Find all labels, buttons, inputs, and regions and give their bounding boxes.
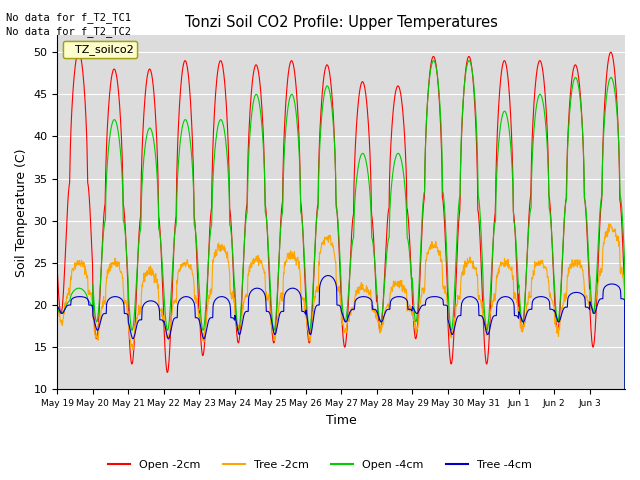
Open -2cm (607, 49, 615, 55)
Title: Tonzi Soil CO2 Profile: Upper Temperatures: Tonzi Soil CO2 Profile: Upper Temperatur… (185, 15, 498, 30)
Tree -2cm (475, 297, 483, 302)
Open -4cm (316, 148, 323, 154)
Open -4cm (476, 200, 483, 206)
Tree -4cm (327, 273, 335, 279)
Tree -4cm (476, 312, 483, 318)
Tree -4cm (142, 300, 150, 305)
Tree -2cm (142, 273, 150, 279)
Tree -4cm (559, 309, 566, 314)
Open -4cm (142, 136, 150, 142)
Line: Tree -2cm: Tree -2cm (58, 224, 625, 478)
Line: Tree -4cm: Tree -4cm (58, 276, 625, 474)
Legend: TZ_soilco2: TZ_soilco2 (63, 41, 137, 59)
Tree -4cm (324, 273, 332, 278)
Open -4cm (465, 58, 473, 63)
Open -4cm (614, 125, 622, 131)
Tree -2cm (605, 221, 612, 227)
Open -2cm (558, 264, 566, 269)
X-axis label: Time: Time (326, 414, 356, 427)
Open -4cm (559, 252, 566, 257)
Tree -4cm (316, 285, 323, 291)
Tree -4cm (54, 303, 61, 309)
Tree -2cm (558, 306, 566, 312)
Legend: Open -2cm, Tree -2cm, Open -4cm, Tree -4cm: Open -2cm, Tree -2cm, Open -4cm, Tree -4… (104, 456, 536, 474)
Text: No data for f_T2_TC1: No data for f_T2_TC1 (6, 12, 131, 23)
Open -2cm (621, 471, 629, 477)
Open -4cm (621, 471, 629, 477)
Open -2cm (142, 82, 150, 88)
Text: No data for f_T2_TC2: No data for f_T2_TC2 (6, 26, 131, 37)
Tree -2cm (54, 300, 61, 306)
Line: Open -4cm: Open -4cm (58, 60, 625, 474)
Open -4cm (54, 306, 61, 312)
Tree -2cm (621, 475, 629, 480)
Line: Open -2cm: Open -2cm (58, 52, 625, 474)
Open -2cm (614, 121, 622, 127)
Y-axis label: Soil Temperature (C): Soil Temperature (C) (15, 148, 28, 276)
Open -2cm (475, 216, 483, 222)
Open -2cm (316, 137, 323, 143)
Open -4cm (326, 92, 334, 98)
Tree -2cm (316, 250, 323, 255)
Open -2cm (54, 269, 61, 275)
Tree -4cm (614, 283, 622, 289)
Tree -2cm (326, 232, 334, 238)
Tree -4cm (621, 471, 629, 477)
Tree -2cm (614, 233, 622, 239)
Open -2cm (326, 75, 334, 81)
